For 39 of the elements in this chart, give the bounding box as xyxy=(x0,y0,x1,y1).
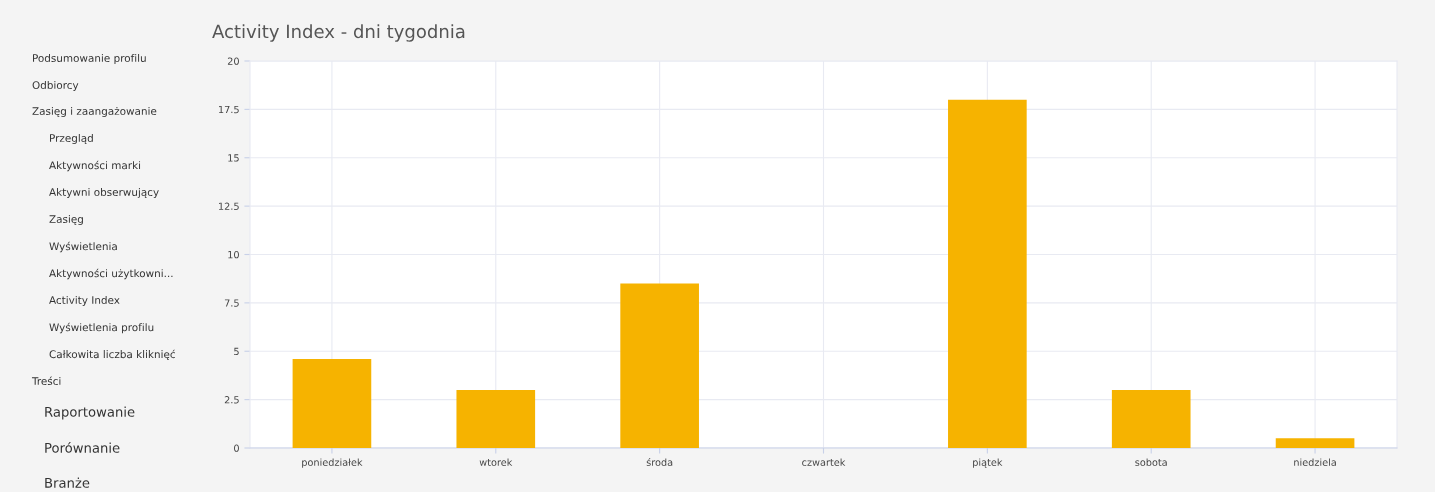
text: Całkowita liczba kliknięć xyxy=(49,349,175,361)
y-tick-label: 15 xyxy=(228,154,239,162)
text: Podsumowanie profilu xyxy=(33,53,146,65)
y-tick-label: 2.5 xyxy=(224,396,239,404)
bar xyxy=(456,389,536,448)
bar xyxy=(1275,438,1355,448)
y-tick-label: 7.5 xyxy=(224,299,239,307)
x-tick-label: piątek xyxy=(973,458,1003,468)
x-tick-label: wtorek xyxy=(479,458,513,466)
x-tick-label: środa xyxy=(646,458,673,466)
x-tick-label: czwartek xyxy=(802,458,846,466)
text: Activity Index xyxy=(49,295,120,307)
text: Wyświetlenia xyxy=(49,241,117,253)
text: Odbiorcy xyxy=(32,80,79,92)
y-tick-label: 12.5 xyxy=(219,202,239,210)
bar xyxy=(1111,389,1191,448)
text: Porównanie xyxy=(45,442,120,453)
bar xyxy=(948,99,1027,448)
text: Aktywności marki xyxy=(49,160,141,172)
text: Raportowanie xyxy=(45,406,135,420)
bar xyxy=(292,358,372,448)
chart-title: Activity Index - dni tygodnia xyxy=(212,24,465,42)
text: Zasięg xyxy=(49,214,83,226)
text: Aktywni obserwujący xyxy=(49,187,159,199)
text: Branże xyxy=(45,477,90,488)
x-tick-label: sobota xyxy=(1135,458,1167,466)
x-tick-label: poniedziałek xyxy=(302,458,363,468)
y-tick-label: 17.5 xyxy=(219,105,239,114)
text: Treści xyxy=(31,376,61,386)
text: Przegląd xyxy=(50,133,93,145)
x-tick-label: niedziela xyxy=(1294,458,1336,466)
text: Aktywności użytkowni... xyxy=(49,268,173,280)
text: Zasięg i zaangażowanie xyxy=(32,106,157,118)
y-tick-label: 0 xyxy=(234,444,239,452)
y-tick-label: 5 xyxy=(234,347,239,356)
bar xyxy=(620,283,699,448)
y-tick-label: 20 xyxy=(227,57,239,65)
text: Wyświetlenia profilu xyxy=(49,322,154,334)
y-tick-label: 10 xyxy=(228,250,239,259)
